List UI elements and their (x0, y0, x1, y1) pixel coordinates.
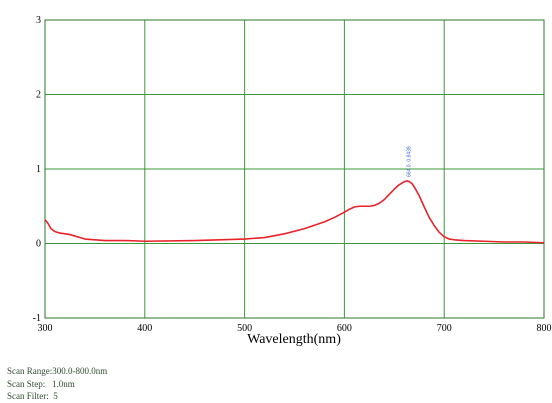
scan-range-text: Scan Range:300.0-800.0nm (7, 366, 108, 376)
y-tick-label: 3 (36, 15, 41, 26)
x-tick-label: 500 (237, 323, 252, 334)
peak-annotation: 664.0, 0.8439 (406, 146, 412, 177)
x-tick-label: 300 (38, 323, 53, 334)
x-tick-label: 600 (337, 323, 352, 334)
x-axis-title: Wavelength(nm) (247, 332, 341, 347)
y-tick-label: -1 (33, 313, 41, 324)
grid-lines (45, 20, 544, 318)
x-tick-label: 400 (137, 323, 152, 334)
series-layer (44, 180, 545, 244)
series-line (44, 180, 545, 244)
scan-filter-text: Scan Filter: 5 (7, 391, 58, 401)
scan-step-text: Scan Step: 1.0nm (7, 378, 75, 389)
x-tick-label: 800 (537, 323, 552, 334)
y-tick-label: 1 (36, 164, 41, 175)
scan-info-panel: Scan Range:300.0-800.0nm Scan Step: 1.0n… (7, 365, 107, 403)
y-tick-labels: -1 0 1 2 3 (33, 15, 41, 324)
plot-frame (44, 19, 545, 319)
x-tick-label: 700 (437, 323, 452, 334)
annotation-layer: 664.0, 0.8439 (406, 146, 412, 177)
x-tick-labels: 300 400 500 600 700 800 (38, 323, 552, 334)
y-tick-label: 0 (36, 239, 41, 250)
y-tick-label: 2 (36, 90, 41, 101)
